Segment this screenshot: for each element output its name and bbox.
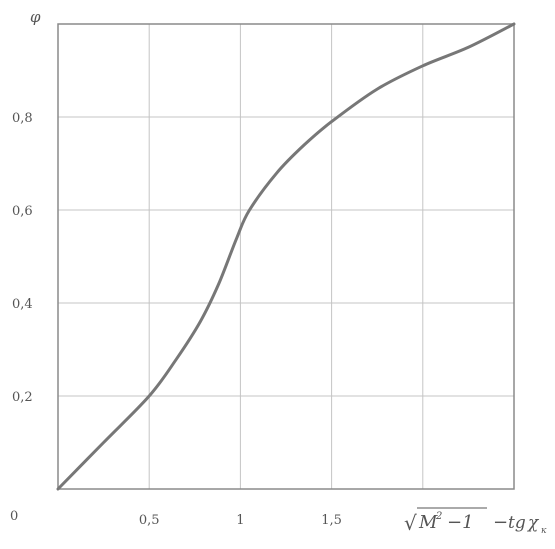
- y-tick-labels: 0,2 0,4 0,6 0,8: [12, 111, 33, 405]
- x-axis-label-m: M: [418, 512, 438, 533]
- x-tick-label: 1,5: [321, 513, 342, 528]
- y-tick-label: 0,4: [12, 297, 33, 312]
- series-line: [56, 22, 516, 491]
- y-tick-label: 0,2: [12, 390, 33, 405]
- x-tick-label: 1: [236, 513, 244, 528]
- x-axis-label-subscript: к: [541, 526, 547, 536]
- y-tick-label: 0,6: [12, 204, 33, 219]
- x-axis-label-chi: χ: [527, 513, 540, 533]
- x-axis-label-radical: √: [404, 511, 417, 535]
- y-tick-label: 0,8: [12, 111, 33, 126]
- x-axis-label: √ M 2 −1 − tg χ к: [404, 507, 547, 536]
- curve-group: [56, 22, 516, 491]
- x-axis-label-exp: 2: [435, 511, 442, 522]
- plot-border: [57, 23, 515, 490]
- plot-frame: [57, 23, 515, 490]
- x-axis-label-tg: tg: [508, 513, 526, 533]
- grid: [58, 24, 514, 489]
- x-axis-label-minus-one: −1: [447, 512, 474, 533]
- x-tick-labels: 0,5 1 1,5: [139, 513, 342, 528]
- y-axis-label: φ: [30, 8, 41, 26]
- origin-label: 0: [10, 509, 18, 524]
- x-tick-label: 0,5: [139, 513, 160, 528]
- x-axis-label-minus: −: [493, 512, 508, 533]
